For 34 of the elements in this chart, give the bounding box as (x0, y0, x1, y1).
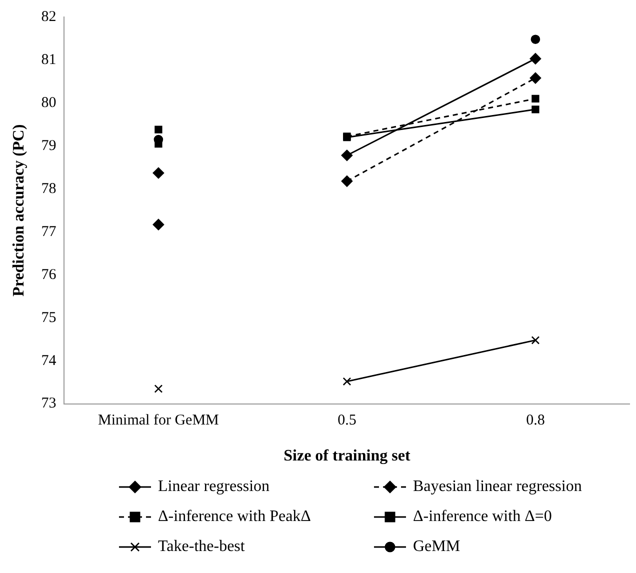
point (341, 150, 353, 162)
legend-label: Take-the-best (158, 538, 245, 556)
y-tick-label: 77 (41, 224, 57, 240)
point (531, 336, 540, 344)
point (532, 94, 540, 102)
legend-label: Bayesian linear regression (413, 478, 582, 496)
y-tick-label: 82 (41, 8, 56, 25)
y-tick-label: 81 (41, 52, 56, 68)
y-tick-label: 74 (41, 352, 57, 369)
legend-label: GeMM (413, 538, 460, 556)
point (341, 176, 353, 187)
point (530, 53, 542, 64)
point (530, 34, 540, 44)
y-axis-title: Prediction accuracy (PC) (10, 124, 28, 296)
legend-label: Linear regression (158, 478, 270, 496)
y-tick-label: 76 (41, 266, 57, 283)
y-tick-label: 78 (41, 180, 56, 197)
point (154, 384, 163, 393)
y-tick-label: 75 (41, 310, 56, 326)
point (152, 167, 164, 179)
x-tick-label: 0.8 (526, 412, 545, 429)
y-tick-label: 80 (41, 94, 56, 111)
point (532, 106, 540, 114)
x-tick-label: 0.5 (338, 412, 356, 429)
y-tick-label: 79 (41, 138, 56, 154)
point (342, 377, 352, 386)
y-tick-label: 73 (41, 396, 56, 412)
point (152, 218, 164, 230)
x-axis-title: Size of training set (284, 448, 411, 465)
x-tick-label: Minimal for GeMM (98, 412, 219, 429)
legend-label: Δ-inference with Δ=0 (413, 508, 552, 526)
legend-label: Δ-inference with PeakΔ (158, 508, 311, 526)
point (154, 126, 162, 134)
point (530, 72, 542, 84)
